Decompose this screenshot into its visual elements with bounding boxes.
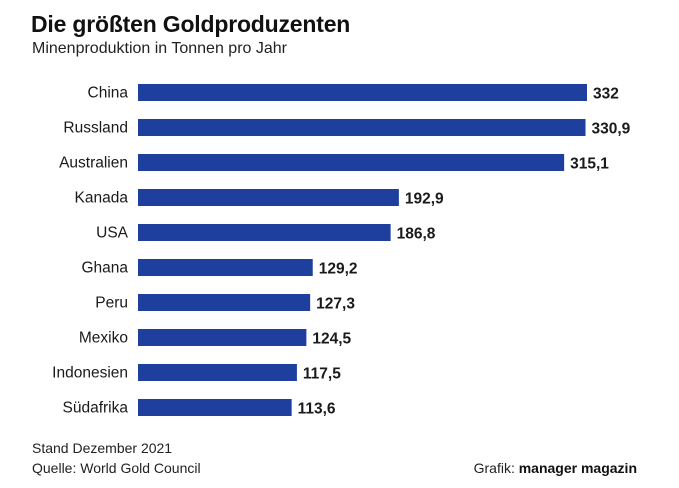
status-date: Stand Dezember 2021 <box>32 440 173 456</box>
value-label: 129,2 <box>319 261 358 278</box>
value-label: 192,9 <box>405 191 444 208</box>
category-label: Ghana <box>81 260 128 277</box>
credit-label: Grafik: <box>473 460 515 476</box>
category-label: Russland <box>63 120 128 137</box>
category-label: Mexiko <box>79 330 128 347</box>
value-label: 332 <box>593 86 619 103</box>
value-label: 113,6 <box>298 401 336 418</box>
source-note: Quelle: World Gold Council <box>32 460 201 476</box>
bar <box>138 364 297 381</box>
bar <box>138 84 587 101</box>
bar <box>138 189 399 206</box>
bar <box>138 259 313 276</box>
value-label: 186,8 <box>397 226 436 243</box>
category-label: USA <box>96 225 129 242</box>
chart-title: Die größten Goldproduzenten <box>31 11 351 37</box>
bar <box>138 294 311 311</box>
credit: Grafik: manager magazin <box>474 458 637 478</box>
value-label: 330,9 <box>592 121 631 138</box>
category-label: Peru <box>95 295 128 312</box>
value-label: 117,5 <box>303 366 341 383</box>
category-label: Südafrika <box>63 400 129 417</box>
value-label: 124,5 <box>312 331 351 348</box>
bar <box>138 399 292 416</box>
chart-subtitle: Minenproduktion in Tonnen pro Jahr <box>32 40 287 57</box>
category-label: Australien <box>59 155 128 172</box>
value-label: 127,3 <box>316 296 355 313</box>
category-label: Indonesien <box>52 365 128 382</box>
bar <box>138 329 307 346</box>
bar <box>138 154 565 171</box>
value-label: 315,1 <box>570 156 609 173</box>
bar <box>138 119 586 136</box>
category-label: Kanada <box>75 190 129 207</box>
bar <box>138 224 391 241</box>
footer-notes: Stand Dezember 2021 Quelle: World Gold C… <box>32 438 201 478</box>
category-label: China <box>88 85 129 102</box>
credit-brand: manager magazin <box>518 460 637 476</box>
